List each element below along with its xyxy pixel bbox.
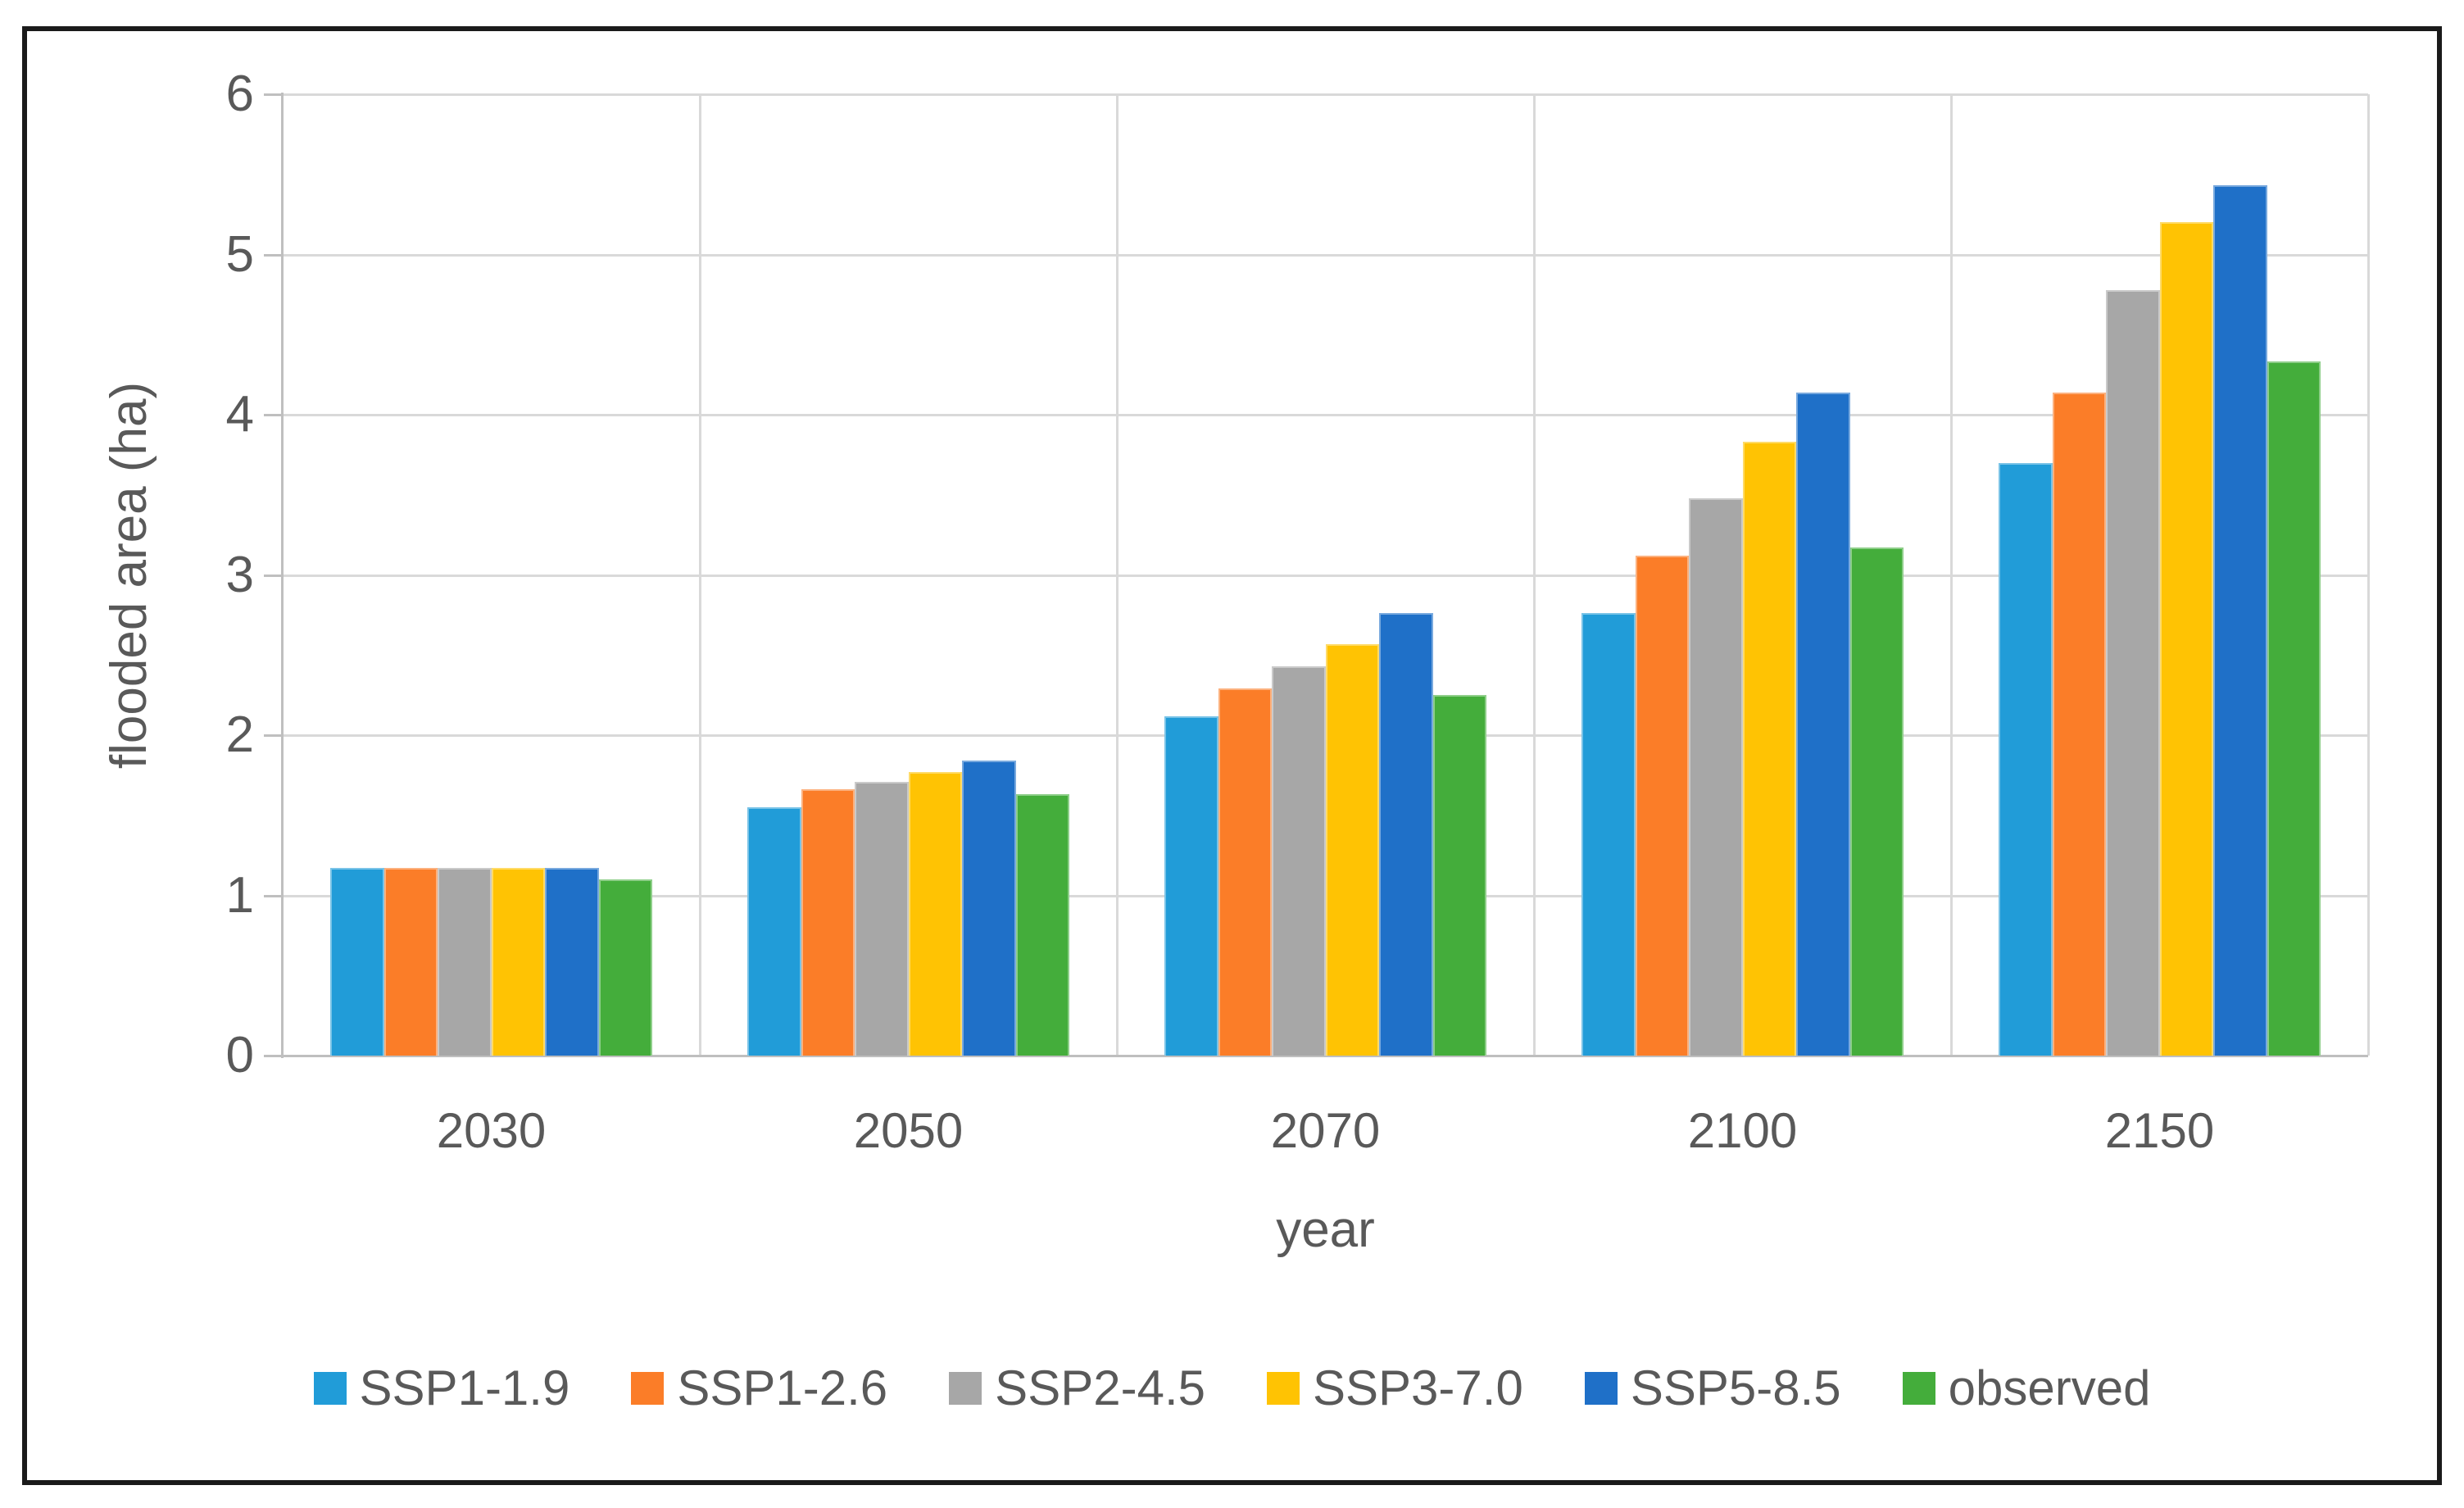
h-gridline-5 [283, 253, 2368, 257]
h-gridline-4 [283, 414, 2368, 416]
bar-SSP5-8.5-2150 [2213, 185, 2267, 1056]
y-tick-label-2: 2 [225, 706, 254, 763]
legend: SSP1-1.9 SSP1-2.6 SSP2-4.5 SSP3-7.0 SSP5-8.5… [22, 1362, 2442, 1415]
legend-item-SSP5-8.5: SSP5-8.5 [1584, 1360, 1841, 1415]
v-gridline-4 [1950, 94, 1953, 1056]
y-tick-label-0: 0 [225, 1027, 254, 1083]
y-tick-label-3: 3 [225, 546, 254, 603]
y-axis-tick-2 [264, 734, 283, 737]
y-axis-tick-4 [264, 414, 283, 416]
bar-SSP1-1.9-2100 [1581, 613, 1636, 1056]
y-axis-tick-1 [264, 894, 283, 897]
legend-marker-SSP1-1.9 [313, 1372, 347, 1405]
legend-label-observed: observed [1948, 1360, 2151, 1415]
v-gridline-3 [1533, 94, 1536, 1056]
legend-marker-SSP1-2.6 [631, 1372, 665, 1405]
legend-item-SSP2-4.5: SSP2-4.5 [949, 1362, 1205, 1415]
bar-observed-2100 [1849, 547, 1904, 1056]
chart-frame [22, 26, 2442, 1485]
bar-observed-2150 [2267, 361, 2321, 1056]
v-gridline-5 [2367, 94, 2370, 1056]
bar-SSP1-2.6-2030 [383, 868, 438, 1056]
bar-SSP3-7.0-2070 [1325, 643, 1379, 1056]
bar-SSP3-7.0-2030 [491, 868, 545, 1056]
legend-item-SSP1-2.6: SSP1-2.6 [631, 1362, 887, 1415]
bar-SSP1-1.9-2070 [1164, 715, 1218, 1056]
x-axis-title: year [1276, 1201, 1375, 1258]
legend-label-SSP5-8.5: SSP5-8.5 [1630, 1360, 1841, 1415]
v-gridline-2 [1116, 94, 1119, 1056]
legend-marker-observed [1902, 1372, 1935, 1405]
bar-SSP5-8.5-2030 [545, 868, 599, 1056]
x-tick-label-2050: 2050 [853, 1103, 964, 1158]
bar-SSP2-4.5-2050 [855, 781, 909, 1056]
v-gridline-1 [699, 94, 701, 1056]
bar-SSP3-7.0-2050 [908, 771, 962, 1056]
h-gridline-3 [283, 574, 2368, 577]
legend-item-observed: observed [1902, 1360, 2151, 1415]
x-tick-label-2030: 2030 [436, 1103, 547, 1158]
y-tick-label-1: 1 [225, 866, 254, 924]
legend-marker-SSP5-8.5 [1584, 1372, 1618, 1405]
bar-SSP1-1.9-2030 [330, 868, 384, 1056]
legend-item-SSP3-7.0: SSP3-7.0 [1267, 1362, 1523, 1415]
bar-SSP1-2.6-2070 [1218, 688, 1272, 1056]
y-tick-label-6: 6 [225, 66, 254, 122]
h-gridline-6 [283, 93, 2368, 96]
bar-SSP1-1.9-2050 [747, 806, 801, 1056]
x-tick-label-2100: 2100 [1687, 1103, 1798, 1158]
y-axis-tick-3 [264, 574, 283, 577]
legend-item-SSP1-1.9: SSP1-1.9 [313, 1360, 570, 1415]
bar-SSP1-2.6-2100 [1635, 556, 1689, 1056]
bar-SSP2-4.5-2150 [2106, 289, 2160, 1056]
bar-SSP1-1.9-2150 [1999, 462, 2053, 1056]
bar-observed-2070 [1432, 695, 1486, 1056]
x-axis-line [283, 1055, 2368, 1057]
bar-SSP5-8.5-2100 [1796, 392, 1850, 1056]
x-tick-label-2150: 2150 [2104, 1103, 2215, 1158]
bar-SSP5-8.5-2050 [962, 761, 1016, 1056]
bar-SSP3-7.0-2150 [2159, 222, 2213, 1056]
y-axis-tick-0 [264, 1055, 283, 1057]
y-axis-tick-5 [264, 253, 283, 257]
bar-SSP1-2.6-2050 [801, 789, 855, 1056]
legend-marker-SSP3-7.0 [1267, 1372, 1300, 1405]
bar-SSP2-4.5-2100 [1689, 497, 1743, 1056]
bar-SSP3-7.0-2100 [1742, 442, 1796, 1056]
legend-marker-SSP2-4.5 [949, 1372, 982, 1405]
y-tick-label-4: 4 [225, 386, 254, 443]
bar-SSP5-8.5-2070 [1379, 613, 1433, 1056]
bar-observed-2030 [598, 879, 652, 1056]
y-axis-tick-6 [264, 93, 283, 96]
bar-SSP2-4.5-2030 [438, 868, 492, 1056]
bar-SSP1-2.6-2150 [2052, 392, 2106, 1056]
legend-label-SSP3-7.0: SSP3-7.0 [1313, 1360, 1523, 1415]
legend-label-SSP1-1.9: SSP1-1.9 [359, 1360, 570, 1415]
bar-SSP2-4.5-2070 [1272, 665, 1326, 1056]
legend-label-SSP2-4.5: SSP2-4.5 [995, 1360, 1205, 1415]
y-tick-label-5: 5 [225, 225, 254, 283]
bar-observed-2050 [1015, 794, 1069, 1056]
x-tick-label-2070: 2070 [1270, 1103, 1381, 1158]
legend-label-SSP1-2.6: SSP1-2.6 [677, 1360, 888, 1415]
